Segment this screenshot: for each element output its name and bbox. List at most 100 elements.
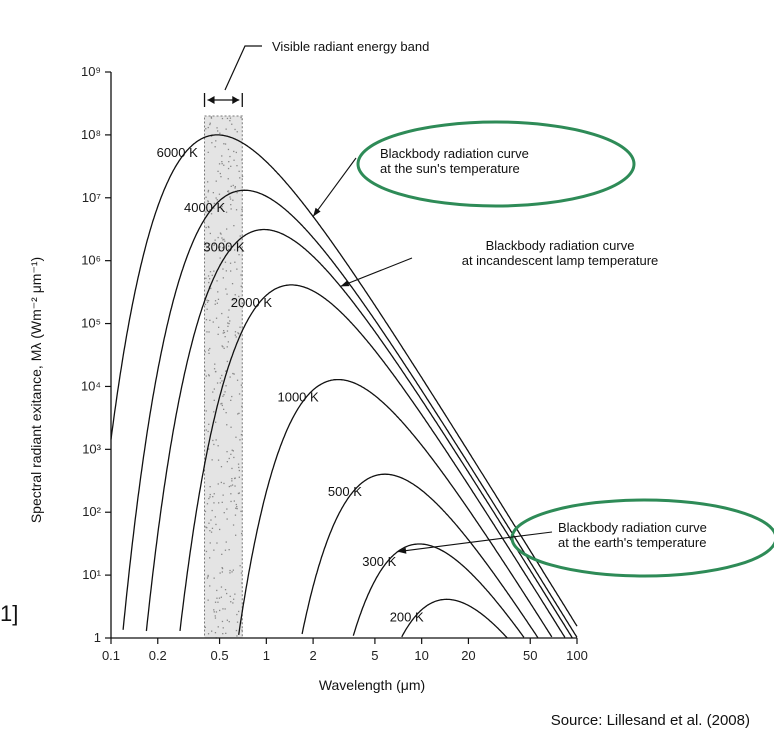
band-stipple xyxy=(216,302,218,304)
band-stipple xyxy=(219,382,221,384)
band-stipple xyxy=(216,382,219,384)
band-stipple xyxy=(235,534,237,536)
band-stipple xyxy=(211,142,213,144)
band-stipple xyxy=(210,287,212,290)
band-stipple xyxy=(234,593,236,595)
band-stipple xyxy=(213,411,215,413)
band-stipple xyxy=(226,451,228,453)
band-stipple xyxy=(221,567,224,570)
band-stipple xyxy=(236,613,238,616)
band-stipple xyxy=(229,376,231,378)
band-stipple xyxy=(234,477,236,479)
band-stipple xyxy=(214,615,216,617)
band-stipple xyxy=(239,439,241,441)
band-stipple xyxy=(233,299,235,301)
band-stipple xyxy=(213,368,216,370)
band-stipple xyxy=(210,213,213,215)
band-stipple xyxy=(208,281,210,284)
band-stipple xyxy=(234,261,236,263)
curve-2000k xyxy=(179,284,566,638)
band-stipple xyxy=(226,360,228,363)
band-stipple xyxy=(222,247,224,249)
band-stipple xyxy=(228,621,230,623)
band-stipple xyxy=(204,626,206,628)
band-stipple xyxy=(207,225,210,228)
band-stipple xyxy=(230,601,232,603)
band-stipple xyxy=(231,480,233,482)
band-stipple xyxy=(217,459,220,461)
band-stipple xyxy=(238,610,240,613)
band-stipple xyxy=(230,500,232,503)
band-stipple xyxy=(228,457,230,460)
band-stipple xyxy=(227,322,229,324)
band-stipple xyxy=(227,190,229,193)
band-stipple xyxy=(241,118,243,120)
band-stipple xyxy=(221,237,223,239)
band-stipple xyxy=(204,370,206,372)
band-stipple xyxy=(213,493,215,495)
band-stipple xyxy=(205,375,207,377)
band-stipple xyxy=(221,620,224,623)
band-stipple xyxy=(234,294,236,296)
curve-label-6000k: 6000 K xyxy=(157,145,199,160)
band-stipple xyxy=(241,532,243,535)
band-stipple xyxy=(221,501,223,503)
band-stipple xyxy=(211,527,214,529)
band-stipple xyxy=(236,621,239,623)
band-stipple xyxy=(207,181,209,183)
band-stipple xyxy=(221,155,223,157)
band-stipple xyxy=(212,391,214,393)
band-stipple xyxy=(207,430,209,433)
band-stipple xyxy=(228,192,230,194)
band-stipple xyxy=(237,332,239,334)
band-stipple xyxy=(217,130,219,132)
lamp-leader xyxy=(340,257,413,287)
band-stipple xyxy=(211,274,213,276)
band-stipple xyxy=(231,449,233,451)
sun-annotation-line: Blackbody radiation curve xyxy=(380,146,529,161)
band-stipple xyxy=(221,161,223,163)
band-stipple xyxy=(225,211,228,213)
band-stipple xyxy=(238,295,240,298)
band-stipple xyxy=(205,211,207,213)
band-stipple xyxy=(205,128,207,130)
band-stipple xyxy=(239,326,241,328)
source-note: Source: Lillesand et al. (2008) xyxy=(550,712,750,729)
band-stipple xyxy=(217,170,219,172)
band-stipple xyxy=(213,388,215,390)
band-stipple xyxy=(229,117,232,119)
band-stipple xyxy=(217,601,219,603)
band-stipple xyxy=(231,467,233,470)
band-stipple xyxy=(220,233,222,235)
band-stipple xyxy=(220,176,222,178)
band-stipple xyxy=(208,522,210,524)
band-stipple xyxy=(233,225,235,227)
band-stipple xyxy=(228,248,230,251)
band-stipple xyxy=(214,617,217,619)
band-stipple xyxy=(227,190,230,192)
band-stipple xyxy=(207,275,210,277)
band-stipple xyxy=(237,463,240,465)
band-stipple xyxy=(224,240,226,242)
band-stipple xyxy=(226,330,229,332)
band-stipple xyxy=(221,163,223,165)
band-stipple xyxy=(208,243,211,245)
band-stipple xyxy=(225,541,227,543)
band-stipple xyxy=(214,371,217,373)
band-stipple xyxy=(218,597,221,599)
band-stipple xyxy=(232,569,234,571)
y-tick-label: 1 xyxy=(94,630,101,645)
band-stipple xyxy=(223,408,225,410)
curve-300k xyxy=(352,543,525,638)
sun-arrowhead xyxy=(313,207,321,217)
band-stipple xyxy=(235,503,237,506)
band-stipple xyxy=(214,516,216,518)
band-stipple xyxy=(205,319,208,321)
band-stipple xyxy=(229,198,232,200)
earth-leader xyxy=(397,531,553,553)
band-stipple xyxy=(205,277,207,279)
band-stipple xyxy=(206,503,209,505)
band-stipple xyxy=(215,180,217,182)
band-stipple xyxy=(232,450,234,452)
band-stipple xyxy=(208,349,210,351)
